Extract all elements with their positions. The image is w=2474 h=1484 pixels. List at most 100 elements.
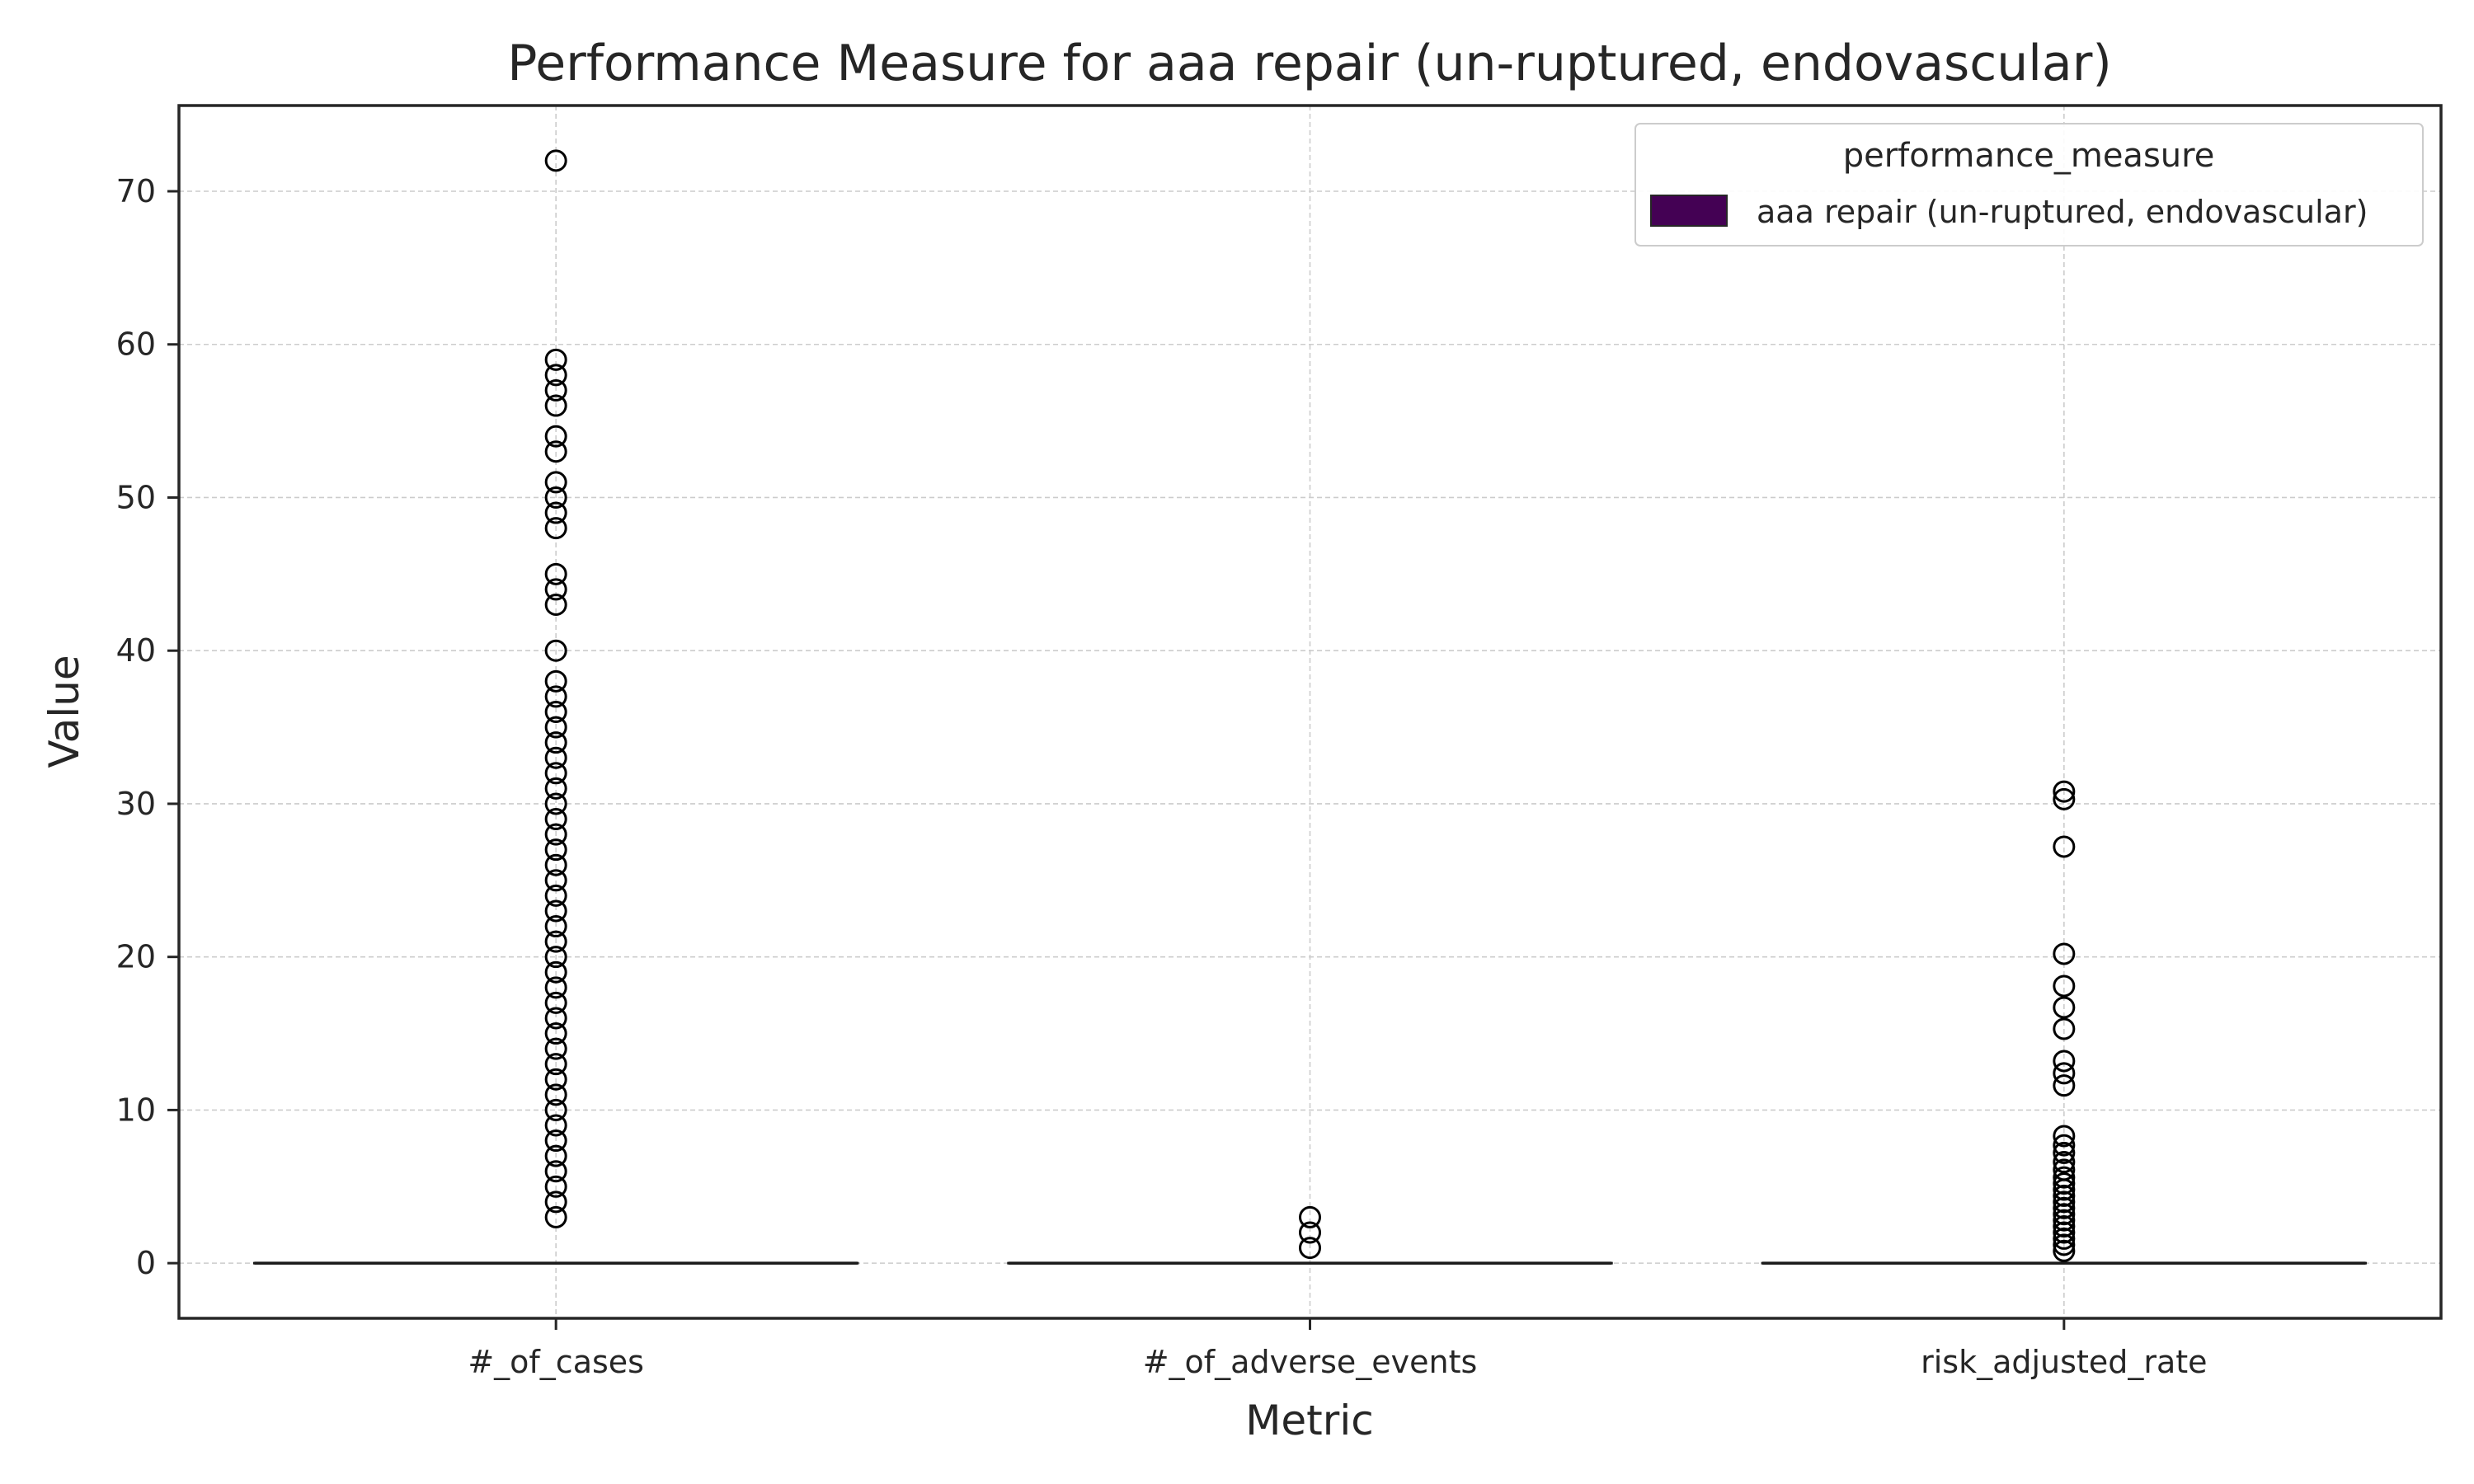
outlier-point	[544, 440, 567, 463]
outlier-point	[544, 823, 567, 846]
outlier-point	[2053, 787, 2076, 810]
outlier-point	[2053, 1203, 2076, 1226]
outlier-point	[2053, 1151, 2076, 1174]
grid-layer	[179, 106, 2441, 1318]
outlier-point	[544, 869, 567, 892]
chart-title: Performance Measure for aaa repair (un-r…	[507, 35, 2112, 92]
outlier-point	[544, 1098, 567, 1121]
outlier-point	[2053, 1134, 2076, 1157]
outlier-point	[544, 486, 567, 509]
outlier-point	[2053, 1239, 2076, 1262]
outlier-point	[544, 685, 567, 708]
outlier-point	[544, 1205, 567, 1228]
outlier-point	[2053, 1227, 2076, 1250]
outlier-point	[544, 1190, 567, 1214]
y-tick-label: 10	[116, 1092, 156, 1128]
outlier-point	[544, 1114, 567, 1137]
outlier-point	[544, 364, 567, 387]
outlier-point	[544, 991, 567, 1014]
outlier-point	[544, 1175, 567, 1198]
x-tick-label: #_of_cases	[468, 1344, 644, 1380]
outlier-point	[2053, 1074, 2076, 1097]
outlier-point	[2053, 1125, 2076, 1148]
outlier-point	[2053, 1221, 2076, 1244]
outlier-point	[2053, 1190, 2076, 1214]
outlier-point	[544, 639, 567, 662]
outlier-point	[1299, 1237, 1321, 1260]
outlier-point	[2053, 1215, 2076, 1238]
y-tick-label: 50	[116, 479, 156, 515]
outlier-point	[544, 899, 567, 923]
outlier-point	[544, 1037, 567, 1060]
legend-title: performance_measure	[1843, 137, 2215, 175]
outlier-point	[2053, 1184, 2076, 1207]
outlier-point	[2053, 1172, 2076, 1195]
outlier-point	[544, 1068, 567, 1091]
outlier-point	[2053, 1233, 2076, 1256]
y-tick-label: 40	[116, 632, 156, 669]
outlier-point	[544, 930, 567, 953]
outlier-point	[544, 394, 567, 417]
outlier-point	[544, 946, 567, 969]
outlier-point	[2053, 942, 2076, 965]
outlier-point	[2053, 780, 2076, 803]
outlier-point	[544, 777, 567, 800]
outlier-point	[544, 425, 567, 448]
outlier-point	[2053, 1209, 2076, 1232]
outlier-point	[2053, 974, 2076, 998]
outlier-point	[544, 517, 567, 540]
legend: performance_measure aaa repair (un-ruptu…	[1634, 123, 2424, 247]
outlier-point	[544, 149, 567, 172]
outlier-point	[544, 731, 567, 754]
outlier-point	[544, 348, 567, 371]
outlier-point	[2053, 1141, 2076, 1164]
outlier-point	[544, 1022, 567, 1045]
outlier-point	[544, 1160, 567, 1183]
outlier-point	[544, 1144, 567, 1167]
x-tick-label: #_of_adverse_events	[1143, 1344, 1478, 1380]
y-axis-title: Value	[40, 655, 88, 768]
outlier-point	[544, 593, 567, 616]
outlier-point	[544, 378, 567, 402]
outlier-point	[544, 501, 567, 524]
outlier-point	[544, 701, 567, 723]
outlier-point	[2053, 1196, 2076, 1219]
y-tick-label: 30	[116, 786, 156, 822]
axis-layer: 0 10 20 30 40 50 60 70 #_of_cases #_of_adverse_ev…	[116, 173, 2208, 1380]
y-tick-label: 20	[116, 939, 156, 975]
legend-swatch	[1650, 195, 1728, 227]
x-tick-label: risk_adjusted_rate	[1921, 1344, 2207, 1380]
outlier-point	[2053, 835, 2076, 858]
legend-entry-label: aaa repair (un-ruptured, endovascular)	[1757, 194, 2368, 230]
outlier-point	[544, 808, 567, 831]
outlier-point	[544, 1053, 567, 1076]
outlier-point	[544, 1007, 567, 1030]
outlier-point	[544, 915, 567, 938]
legend-box	[1634, 123, 2424, 247]
outlier-point	[1299, 1221, 1321, 1244]
outlier-point	[2053, 1017, 2076, 1040]
outlier-point	[544, 853, 567, 876]
outlier-point	[544, 471, 567, 494]
outlier-point	[544, 669, 567, 693]
outlier-point	[544, 578, 567, 601]
outlier-point	[2053, 996, 2076, 1019]
outlier-point	[544, 762, 567, 785]
outlier-point	[2053, 1050, 2076, 1073]
outlier-point	[544, 976, 567, 999]
outlier-point	[2053, 1158, 2076, 1181]
outlier-point	[544, 716, 567, 739]
x-axis-title: Metric	[1245, 1397, 1373, 1444]
outlier-point	[544, 838, 567, 862]
outlier-point	[544, 1129, 567, 1153]
outlier-point	[544, 746, 567, 769]
outlier-point	[2053, 1062, 2076, 1085]
y-tick-label: 0	[136, 1245, 156, 1281]
outlier-layer	[544, 149, 2076, 1262]
outlier-point	[2053, 1166, 2076, 1189]
outlier-point	[1299, 1205, 1321, 1228]
plot-frame	[177, 104, 2443, 1320]
y-tick-label: 60	[116, 326, 156, 363]
